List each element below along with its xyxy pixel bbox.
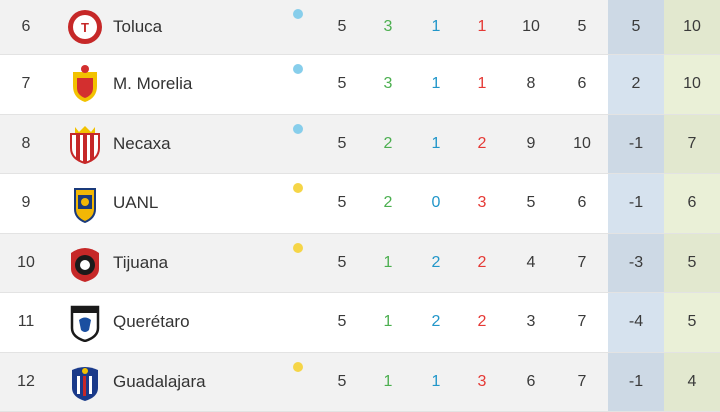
losses: 1 bbox=[467, 55, 497, 114]
position: 10 bbox=[0, 234, 52, 293]
team-name[interactable]: M. Morelia bbox=[113, 55, 192, 114]
losses: 3 bbox=[467, 353, 497, 412]
draws: 1 bbox=[421, 115, 451, 174]
goal-difference: -1 bbox=[608, 115, 664, 174]
goals-for: 5 bbox=[516, 174, 546, 233]
necaxa-crest-icon bbox=[62, 115, 108, 174]
wins: 2 bbox=[373, 115, 403, 174]
morelia-crest-icon bbox=[62, 55, 108, 114]
wins: 1 bbox=[373, 353, 403, 412]
table-row[interactable]: 12 Guadalajara 5 1 1 3 6 7 -1 4 bbox=[0, 353, 720, 412]
goals-for: 6 bbox=[516, 353, 546, 412]
played: 5 bbox=[327, 353, 357, 412]
losses: 2 bbox=[467, 293, 497, 352]
table-row[interactable]: 7 M. Morelia 5 3 1 1 8 6 2 10 bbox=[0, 55, 720, 115]
svg-text:T: T bbox=[81, 20, 89, 35]
uanl-crest-icon bbox=[62, 174, 108, 233]
wins: 3 bbox=[373, 0, 403, 54]
played: 5 bbox=[327, 55, 357, 114]
goal-difference: 2 bbox=[608, 55, 664, 114]
team-name[interactable]: Necaxa bbox=[113, 115, 171, 174]
guadalajara-crest-icon bbox=[62, 353, 108, 412]
qualification-indicator bbox=[290, 353, 306, 412]
team-name[interactable]: Toluca bbox=[113, 0, 162, 54]
queretaro-crest-icon bbox=[62, 293, 108, 352]
team-name[interactable]: Querétaro bbox=[113, 293, 190, 352]
points: 5 bbox=[664, 234, 720, 293]
qualification-indicator bbox=[290, 174, 306, 233]
goals-for: 8 bbox=[516, 55, 546, 114]
position: 9 bbox=[0, 174, 52, 233]
table-row[interactable]: 11 Querétaro 5 1 2 2 3 7 -4 5 bbox=[0, 293, 720, 353]
goals-against: 6 bbox=[567, 55, 597, 114]
goal-difference: 5 bbox=[608, 0, 664, 54]
draws: 1 bbox=[421, 55, 451, 114]
position: 8 bbox=[0, 115, 52, 174]
team-name[interactable]: UANL bbox=[113, 174, 158, 233]
goals-for: 10 bbox=[516, 0, 546, 54]
points: 5 bbox=[664, 293, 720, 352]
qualification-indicator bbox=[290, 55, 306, 114]
losses: 1 bbox=[467, 0, 497, 54]
table-row[interactable]: 6 T Toluca 5 3 1 1 10 5 5 10 bbox=[0, 0, 720, 55]
played: 5 bbox=[327, 174, 357, 233]
played: 5 bbox=[327, 0, 357, 54]
position: 6 bbox=[0, 0, 52, 54]
played: 5 bbox=[327, 115, 357, 174]
goals-against: 10 bbox=[567, 115, 597, 174]
wins: 2 bbox=[373, 174, 403, 233]
goals-against: 6 bbox=[567, 174, 597, 233]
qualification-indicator bbox=[290, 115, 306, 174]
draws: 1 bbox=[421, 353, 451, 412]
goals-against: 7 bbox=[567, 293, 597, 352]
goal-difference: -1 bbox=[608, 353, 664, 412]
goal-difference: -4 bbox=[608, 293, 664, 352]
losses: 2 bbox=[467, 115, 497, 174]
goals-against: 7 bbox=[567, 353, 597, 412]
position: 11 bbox=[0, 293, 52, 352]
tijuana-crest-icon bbox=[62, 234, 108, 293]
points: 10 bbox=[664, 0, 720, 54]
draws: 2 bbox=[421, 234, 451, 293]
goal-difference: -1 bbox=[608, 174, 664, 233]
draws: 2 bbox=[421, 293, 451, 352]
goal-difference: -3 bbox=[608, 234, 664, 293]
table-row[interactable]: 9 UANL 5 2 0 3 5 6 -1 6 bbox=[0, 174, 720, 234]
goals-for: 9 bbox=[516, 115, 546, 174]
position: 7 bbox=[0, 55, 52, 114]
draws: 0 bbox=[421, 174, 451, 233]
team-name[interactable]: Tijuana bbox=[113, 234, 168, 293]
points: 6 bbox=[664, 174, 720, 233]
goals-for: 4 bbox=[516, 234, 546, 293]
qualification-indicator bbox=[290, 0, 306, 54]
wins: 3 bbox=[373, 55, 403, 114]
team-name[interactable]: Guadalajara bbox=[113, 353, 206, 412]
goals-for: 3 bbox=[516, 293, 546, 352]
losses: 2 bbox=[467, 234, 497, 293]
draws: 1 bbox=[421, 0, 451, 54]
losses: 3 bbox=[467, 174, 497, 233]
points: 7 bbox=[664, 115, 720, 174]
played: 5 bbox=[327, 234, 357, 293]
table-row[interactable]: 10 Tijuana 5 1 2 2 4 7 -3 5 bbox=[0, 234, 720, 294]
qualification-indicator bbox=[290, 234, 306, 293]
points: 10 bbox=[664, 55, 720, 114]
goals-against: 7 bbox=[567, 234, 597, 293]
goals-against: 5 bbox=[567, 0, 597, 54]
wins: 1 bbox=[373, 234, 403, 293]
toluca-crest-icon: T bbox=[62, 0, 108, 54]
played: 5 bbox=[327, 293, 357, 352]
table-row[interactable]: 8 Necaxa 5 2 1 2 9 10 -1 7 bbox=[0, 115, 720, 175]
position: 12 bbox=[0, 353, 52, 412]
wins: 1 bbox=[373, 293, 403, 352]
points: 4 bbox=[664, 353, 720, 412]
